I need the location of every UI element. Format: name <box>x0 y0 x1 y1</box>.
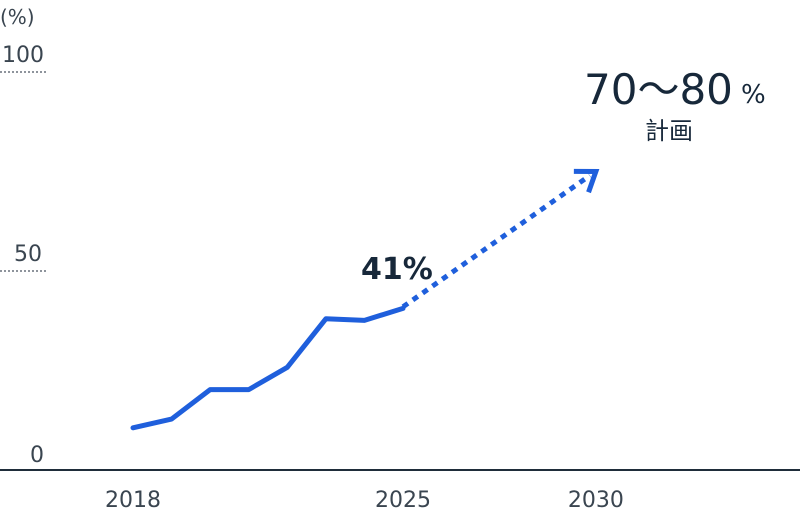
y-tick-label-0: 0 <box>30 443 44 468</box>
y-tick-label-100: 100 <box>2 43 44 68</box>
target-percent-sign: % <box>741 80 766 110</box>
target-annotation: 70〜80 % 計画 <box>584 65 766 145</box>
projection-arrowhead <box>573 168 600 194</box>
y-tick-label-50: 50 <box>14 242 42 267</box>
y-axis-unit: (%) <box>0 5 35 29</box>
current-value-label: 41% <box>361 252 433 287</box>
x-tick-label-2018: 2018 <box>105 488 161 513</box>
series-projection-line <box>401 173 592 309</box>
x-tick-labels: 2018 2025 2030 <box>105 488 624 513</box>
x-tick-label-2025: 2025 <box>375 488 431 513</box>
y-tick-labels: 100 50 0 <box>2 43 44 468</box>
target-note-label: 計画 <box>645 117 693 145</box>
y-gridlines <box>0 71 48 272</box>
series-actual-line <box>130 305 406 431</box>
x-tick-label-2030: 2030 <box>568 488 624 513</box>
target-range-label: 70〜80 <box>584 65 733 114</box>
